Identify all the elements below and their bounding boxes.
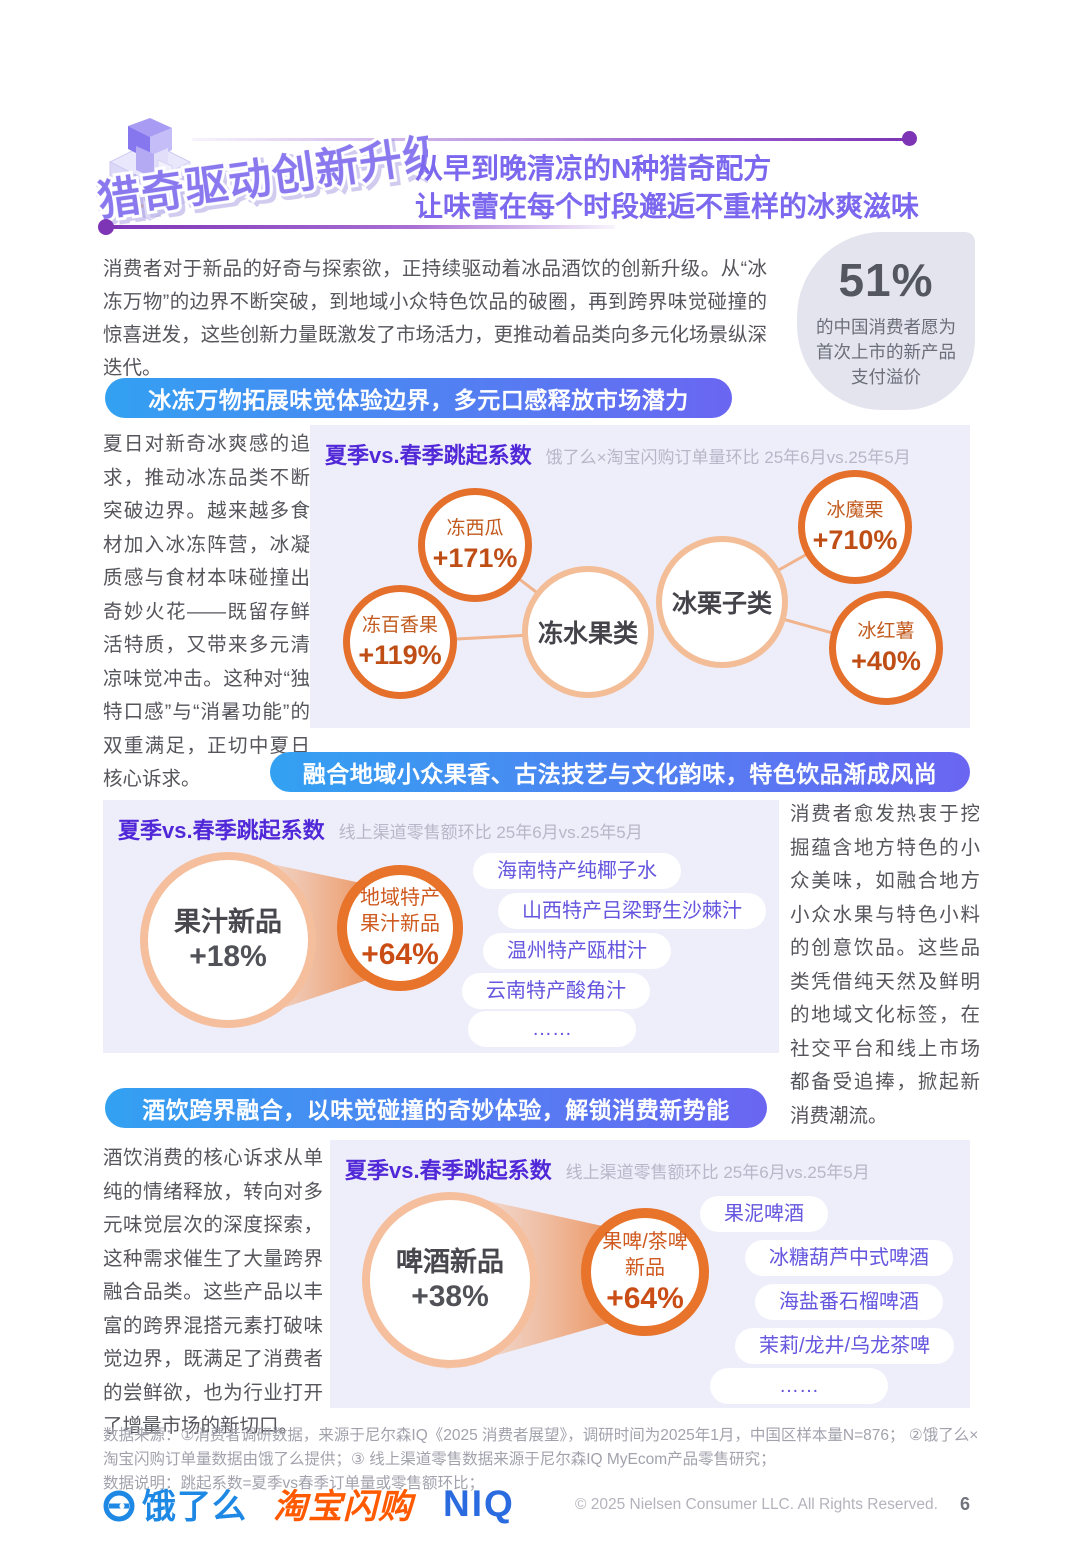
- bubble-iced-chestnut-category: 冰栗子类: [656, 536, 788, 668]
- section2-paragraph: 消费者愈发热衷于挖掘蕴含地方特色的小众美味，如融合地方小众水果与特色小料的创意饮…: [790, 803, 980, 1127]
- niq-logo: NIQ: [443, 1482, 515, 1524]
- stat-badge: 51% 的中国消费者愿为首次上市的新产品支付溢价: [797, 232, 975, 410]
- cubes-3d-icon: [108, 118, 192, 221]
- eleme-icon: [103, 1490, 135, 1521]
- section2-chart-title: 夏季vs.春季跳起系数: [118, 818, 325, 843]
- specialty-pill: ……: [468, 1011, 636, 1047]
- bubble-label: 冰魔栗: [826, 500, 884, 521]
- subtitle-line-1: 从早到晚清凉的N种猎奇配方: [415, 153, 772, 184]
- bubble-label: 啤酒新品: [396, 1247, 504, 1277]
- section3-chart-title: 夏季vs.春季跳起系数: [345, 1158, 552, 1183]
- bubble-frozen-fruit-category: 冻水果类: [522, 566, 654, 698]
- bubble-label: 地域特产: [360, 887, 440, 909]
- bubble-label: 果汁新品: [174, 907, 282, 937]
- bubble-label: 果汁新品: [360, 913, 440, 935]
- page-title: 猎奇驱动创新升级: [95, 129, 428, 226]
- section1-chart-note: 饿了么×淘宝闪购订单量环比 25年6月vs.25年5月: [545, 448, 911, 467]
- section3-paragraph: 酒饮消费的核心诉求从单纯的情绪释放，转向对多元味觉层次的深度探索，这种需求催生了…: [103, 1147, 323, 1437]
- data-source-line: 数据来源：①消费者调研数据，来源于尼尔森IQ《2025 消费者展望》，调研时间为…: [103, 1427, 979, 1468]
- specialty-pill: 冰糖葫芦中式啤酒: [745, 1240, 953, 1276]
- specialty-pill: 海盐番石榴啤酒: [755, 1284, 943, 1320]
- copyright-text: © 2025 Nielsen Consumer LLC. All Rights …: [575, 1496, 938, 1513]
- taobao-shangou-logo: 淘宝闪购: [273, 1488, 413, 1526]
- bubble-label: 冰栗子类: [671, 590, 772, 618]
- specialty-pill: 温州特产瓯柑汁: [483, 933, 671, 969]
- header-rule-dot-right: [902, 131, 917, 146]
- page-number: 6: [960, 1494, 971, 1514]
- page-title-art: 猎奇驱动创新升级: [92, 128, 428, 229]
- section1-chart-header: 夏季vs.春季跳起系数 饿了么×淘宝闪购订单量环比 25年6月vs.25年5月: [325, 438, 911, 470]
- section3-chart-note: 线上渠道零售额环比 25年6月vs.25年5月: [565, 1163, 870, 1182]
- section1-chart-panel: 夏季vs.春季跳起系数 饿了么×淘宝闪购订单量环比 25年6月vs.25年5月 冻…: [310, 425, 970, 728]
- header-rule-dot-left: [98, 219, 114, 235]
- bubble-value: +40%: [851, 646, 921, 676]
- bubble-fruit-tea-beer-newproducts: 果啤/茶啤 新品 +64%: [581, 1208, 709, 1336]
- bubble-value: +64%: [361, 938, 439, 971]
- section3-banner: 酒饮跨界融合，以味觉碰撞的奇妙体验，解锁消费新势能: [105, 1088, 767, 1128]
- bubble-value: +38%: [411, 1280, 489, 1313]
- bubble-beer-newproducts: 啤酒新品 +38%: [362, 1192, 538, 1368]
- data-sources: 数据来源：①消费者调研数据，来源于尼尔森IQ《2025 消费者展望》，调研时间为…: [103, 1424, 988, 1496]
- bubble-juice-newproducts: 果汁新品 +18%: [140, 852, 316, 1028]
- intro-paragraph: 消费者对于新品的好奇与探索欲，正持续驱动着冰品酒饮的创新升级。从“冰冻万物”的边…: [103, 258, 767, 379]
- bubble-label: 冻百香果: [361, 615, 438, 636]
- bubble-regional-juice-newproducts: 地域特产 果汁新品 +64%: [337, 865, 463, 991]
- header-rule-bottom: [110, 225, 615, 229]
- bubble-value: +710%: [812, 525, 898, 555]
- stat-desc: 的中国消费者愿为首次上市的新产品支付溢价: [816, 316, 956, 387]
- specialty-pill: 海南特产纯椰子水: [473, 853, 681, 889]
- bubble-value: +64%: [606, 1282, 684, 1315]
- bubble-label: 冻西瓜: [446, 518, 504, 539]
- section2-chart-note: 线上渠道零售额环比 25年6月vs.25年5月: [338, 823, 643, 842]
- bubble-frozen-passionfruit: 冻百香果 +119%: [343, 585, 457, 699]
- data-note-line: 数据说明：跳起系数=夏季vs春季订单量或零售额环比；: [103, 1475, 485, 1492]
- section2-chart-panel: 夏季vs.春季跳起系数 线上渠道零售额环比 25年6月vs.25年5月 果汁新品 …: [103, 800, 779, 1053]
- specialty-pill: 果泥啤酒: [700, 1196, 828, 1232]
- stat-value: 51%: [838, 253, 934, 306]
- specialty-pill: 茉莉/龙井/乌龙茶啤: [735, 1328, 955, 1364]
- bubble-frozen-watermelon: 冻西瓜 +171%: [418, 488, 532, 602]
- bubble-ice-magic-chestnut: 冰魔栗 +710%: [798, 470, 912, 584]
- section2-banner: 融合地域小众果香、古法技艺与文化韵味，特色饮品渐成风尚: [270, 752, 970, 792]
- bubble-label: 果啤/茶啤: [602, 1231, 688, 1253]
- section1-chart-title: 夏季vs.春季跳起系数: [325, 443, 532, 468]
- eleme-logo: 饿了么: [142, 1488, 247, 1526]
- bubble-value: +18%: [189, 940, 267, 973]
- bubble-label: 冻水果类: [537, 620, 638, 648]
- section3-chart-header: 夏季vs.春季跳起系数 线上渠道零售额环比 25年6月vs.25年5月: [345, 1153, 870, 1185]
- bubble-label: 新品: [625, 1257, 665, 1279]
- section1-banner: 冰冻万物拓展味觉体验边界，多元口感释放市场潜力: [105, 378, 732, 418]
- page-subtitle: 从早到晚清凉的N种猎奇配方 让味蕾在每个时段邂逅不重样的冰爽滋味: [415, 150, 975, 226]
- bubble-value: +171%: [432, 543, 518, 573]
- bubble-iced-sweet-potato: 冰红薯 +40%: [829, 591, 943, 705]
- header-rule-top: [192, 138, 906, 141]
- specialty-pill: 山西特产吕梁野生沙棘汁: [498, 893, 766, 929]
- specialty-pill: ……: [710, 1368, 888, 1404]
- specialty-pill: 云南特产酸角汁: [462, 973, 650, 1009]
- section2-chart-header: 夏季vs.春季跳起系数 线上渠道零售额环比 25年6月vs.25年5月: [118, 813, 643, 845]
- subtitle-line-2: 让味蕾在每个时段邂逅不重样的冰爽滋味: [415, 191, 920, 222]
- bubble-label: 冰红薯: [857, 621, 915, 642]
- bubble-value: +119%: [358, 640, 442, 670]
- section1-paragraph: 夏日对新奇冰爽感的追求，推动冰冻品类不断突破边界。越来越多食材加入冰冻阵营，冰凝…: [103, 433, 310, 790]
- section3-chart-panel: 夏季vs.春季跳起系数 线上渠道零售额环比 25年6月vs.25年5月 啤酒新品 …: [330, 1140, 970, 1408]
- footer-logos: 饿了么 淘宝闪购 NIQ: [100, 1479, 515, 1528]
